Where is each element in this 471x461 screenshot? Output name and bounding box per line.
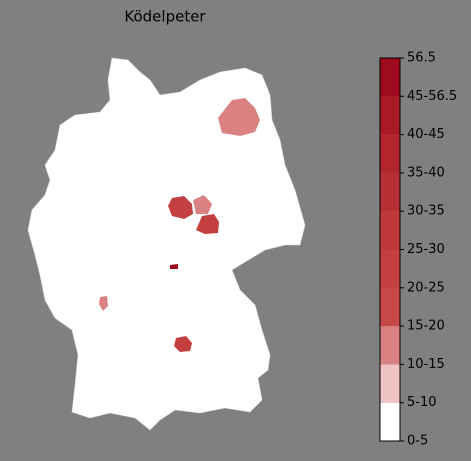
colorbar-segment: [380, 249, 400, 288]
tick-label: 5-10: [407, 395, 437, 410]
colorbar-segment: [380, 134, 400, 173]
colorbar-segment: [380, 58, 400, 97]
region: [193, 195, 212, 214]
colorbar-segment: [380, 172, 400, 212]
region: [218, 98, 260, 136]
germany-map: [27, 57, 306, 431]
region: [168, 196, 193, 219]
region: [99, 296, 108, 311]
tick-label: 10-15: [407, 357, 445, 372]
tick-label: 45-56.5: [407, 89, 457, 104]
country-outline: [27, 57, 306, 431]
colorbar-segment: [380, 326, 400, 365]
tick-label: 56.5: [407, 51, 436, 66]
colorbar-segment: [380, 96, 400, 135]
region: [196, 214, 219, 234]
tick-label: 30-35: [407, 204, 445, 219]
colorbar-segment: [380, 211, 400, 250]
colorbar-segment: [380, 364, 400, 403]
colorbar-segment: [380, 287, 400, 327]
tick-label: 15-20: [407, 319, 445, 334]
tick-label: 40-45: [407, 127, 445, 142]
region: [174, 336, 192, 352]
colorbar-segment: [380, 402, 400, 441]
colorbar: 0-5 5-10 10-15 15-20 20-25 25-30 30-35 35-40 40-…: [379, 51, 457, 449]
tick-label: 20-25: [407, 280, 445, 295]
map-title: Ködelpeter: [124, 8, 206, 26]
tick-label: 35-40: [407, 165, 445, 180]
region: [170, 264, 178, 269]
tick-label: 25-30: [407, 242, 445, 257]
tick-label: 0-5: [407, 434, 428, 449]
